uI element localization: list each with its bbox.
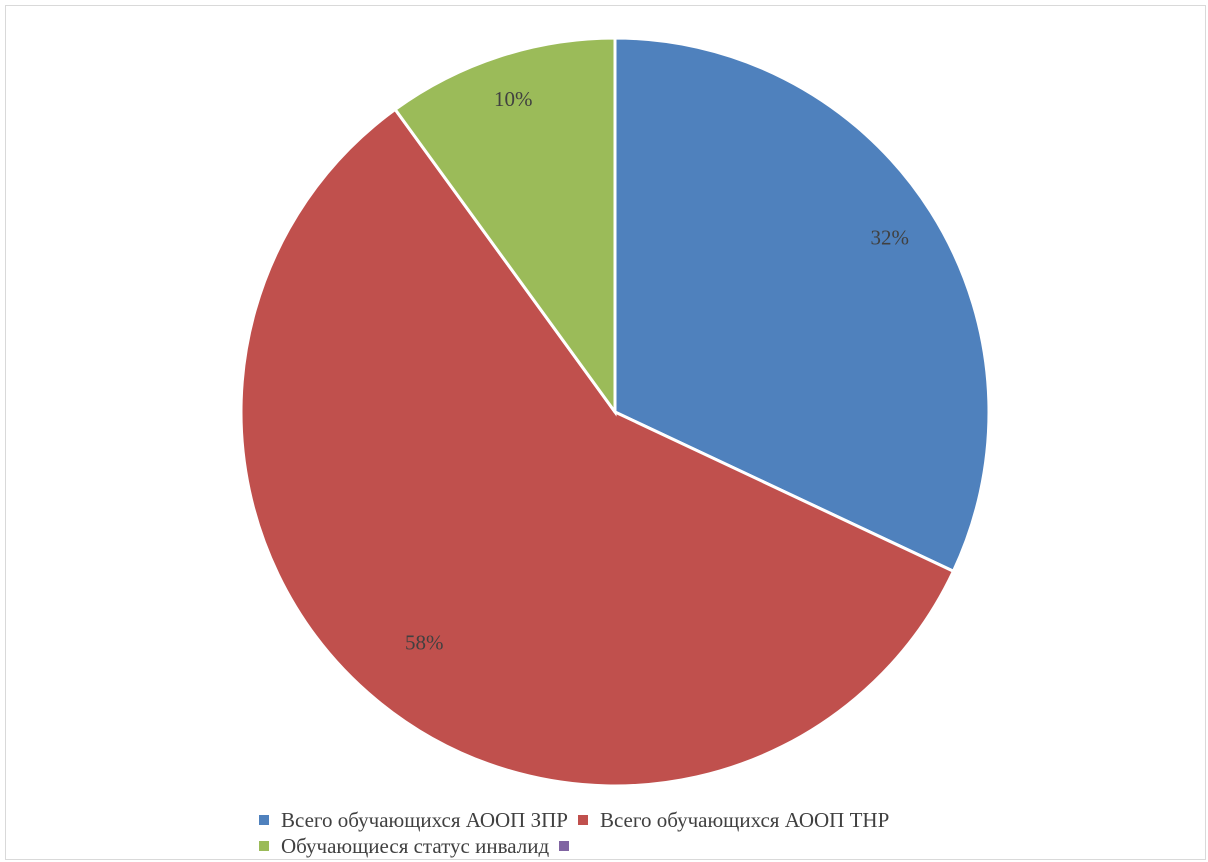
- legend-label-tnr: Всего обучающихся АООП ТНР: [599, 808, 890, 832]
- legend-item-tnr: Всего обучающихся АООП ТНР: [577, 807, 890, 833]
- data-label-zpr: 32%: [870, 226, 909, 250]
- legend-swatch-invalid: [259, 841, 269, 851]
- legend-label-invalid: Обучающиеся статус инвалид: [281, 834, 550, 858]
- data-label-invalid: 10%: [494, 87, 533, 111]
- pie-slice-invalid: [393, 36, 617, 417]
- legend-label-zpr: Всего обучающихся АООП ЗПР: [281, 808, 568, 832]
- data-label-tnr: 58%: [405, 631, 444, 655]
- chart-area: 32% 58% 10% Всего обучающихся АООП ЗПР Все…: [5, 5, 1206, 860]
- legend-item-invalid: Обучающиеся статус инвалид: [259, 833, 549, 859]
- legend-swatch-tnr: [577, 815, 588, 825]
- legend: Всего обучающихся АООП ЗПР Всего обучающ…: [259, 807, 1019, 859]
- legend-swatch-empty: [559, 841, 570, 851]
- pie-chart: 32% 58% 10%: [239, 36, 991, 788]
- legend-swatch-zpr: [259, 815, 269, 825]
- pie-slice-tnr: [239, 107, 956, 788]
- legend-item-empty: [559, 841, 581, 851]
- legend-item-zpr: Всего обучающихся АООП ЗПР: [259, 807, 568, 833]
- pie-slice-zpr: [613, 36, 991, 574]
